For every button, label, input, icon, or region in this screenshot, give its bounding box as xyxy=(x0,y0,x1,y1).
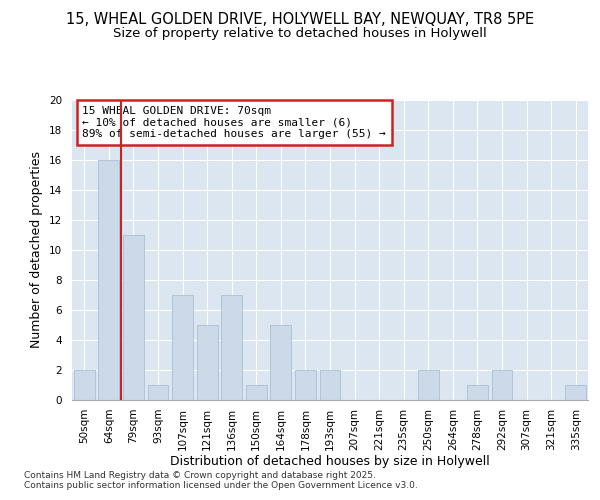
Bar xyxy=(74,370,95,400)
Bar xyxy=(418,370,439,400)
Bar xyxy=(221,295,242,400)
Bar xyxy=(172,295,193,400)
Text: Contains HM Land Registry data © Crown copyright and database right 2025.
Contai: Contains HM Land Registry data © Crown c… xyxy=(24,470,418,490)
Bar xyxy=(197,325,218,400)
X-axis label: Distribution of detached houses by size in Holywell: Distribution of detached houses by size … xyxy=(170,456,490,468)
Bar xyxy=(295,370,316,400)
Bar xyxy=(123,235,144,400)
Bar xyxy=(148,385,169,400)
Text: Size of property relative to detached houses in Holywell: Size of property relative to detached ho… xyxy=(113,28,487,40)
Text: 15, WHEAL GOLDEN DRIVE, HOLYWELL BAY, NEWQUAY, TR8 5PE: 15, WHEAL GOLDEN DRIVE, HOLYWELL BAY, NE… xyxy=(66,12,534,28)
Bar xyxy=(271,325,292,400)
Text: 15 WHEAL GOLDEN DRIVE: 70sqm
← 10% of detached houses are smaller (6)
89% of sem: 15 WHEAL GOLDEN DRIVE: 70sqm ← 10% of de… xyxy=(82,106,386,139)
Bar xyxy=(467,385,488,400)
Bar xyxy=(98,160,119,400)
Y-axis label: Number of detached properties: Number of detached properties xyxy=(31,152,43,348)
Bar xyxy=(320,370,340,400)
Bar xyxy=(246,385,267,400)
Bar xyxy=(491,370,512,400)
Bar xyxy=(565,385,586,400)
